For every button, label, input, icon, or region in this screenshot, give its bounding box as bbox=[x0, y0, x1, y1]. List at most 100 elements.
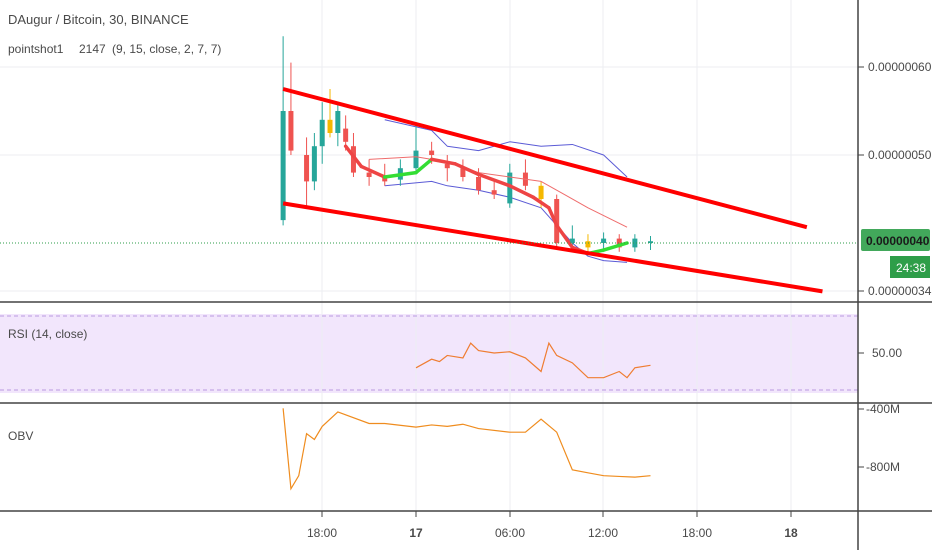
rsi-label[interactable]: RSI (14, close) bbox=[8, 327, 87, 341]
last-price-label: 0.00000040 bbox=[866, 234, 930, 248]
candle[interactable] bbox=[601, 232, 607, 251]
candle-body bbox=[632, 238, 638, 248]
signal-segment bbox=[476, 172, 512, 188]
last-price-badge bbox=[861, 229, 930, 251]
candle-body bbox=[538, 185, 544, 199]
candle-body bbox=[382, 177, 388, 182]
price-tick-label: 0.00000060 bbox=[868, 60, 932, 74]
candle[interactable] bbox=[648, 235, 653, 251]
candle[interactable] bbox=[311, 133, 317, 191]
rsi-fill bbox=[0, 314, 858, 393]
candle[interactable] bbox=[319, 102, 325, 164]
signal-segment bbox=[359, 164, 387, 179]
channel-lines[interactable] bbox=[282, 87, 823, 294]
candle[interactable] bbox=[585, 234, 591, 254]
lower-channel-line bbox=[282, 201, 823, 294]
obv-line bbox=[282, 408, 651, 491]
rsi-line bbox=[415, 341, 651, 379]
candle[interactable] bbox=[632, 234, 638, 252]
obv-label[interactable]: OBV bbox=[8, 429, 33, 443]
signal-segment bbox=[382, 170, 418, 179]
countdown-label: 24:38 bbox=[896, 261, 926, 275]
chart-title[interactable]: DAugur / Bitcoin, 30, BINANCE bbox=[8, 12, 189, 27]
candle-body bbox=[304, 155, 310, 182]
time-axis[interactable]: 18:00 17 06:00 12:00 18:00 18 bbox=[307, 511, 798, 540]
bollinger-bands bbox=[384, 119, 628, 263]
candle-body bbox=[648, 241, 653, 243]
candle[interactable] bbox=[444, 155, 450, 182]
candle[interactable] bbox=[616, 234, 622, 252]
candle-body bbox=[350, 146, 356, 173]
countdown-badge bbox=[890, 256, 930, 278]
obv-pane[interactable] bbox=[282, 408, 651, 491]
signal-segment bbox=[601, 241, 629, 252]
price-pane[interactable] bbox=[0, 36, 858, 294]
candle-body bbox=[491, 190, 497, 195]
candle-body bbox=[616, 238, 622, 248]
price-axis[interactable]: 0.00000060 0.00000050 0.00000034 0.00000… bbox=[858, 60, 932, 298]
candle-body bbox=[444, 163, 450, 169]
indicator-name[interactable]: pointshot1 bbox=[8, 42, 64, 56]
candle[interactable] bbox=[304, 137, 310, 208]
signal-segment bbox=[343, 144, 364, 169]
signal-segment bbox=[414, 157, 434, 175]
candle-body bbox=[429, 150, 435, 155]
candle[interactable] bbox=[413, 124, 419, 173]
candle[interactable] bbox=[491, 181, 497, 199]
candle-body bbox=[311, 146, 317, 182]
candle-body bbox=[343, 128, 349, 142]
time-tick-label: 17 bbox=[409, 526, 423, 540]
candle-body bbox=[327, 119, 333, 133]
candle-body bbox=[476, 177, 482, 191]
candle-body bbox=[585, 241, 591, 248]
obv-tick-label: -400M bbox=[866, 402, 900, 416]
price-tick-label: 0.00000050 bbox=[868, 148, 932, 162]
candle[interactable] bbox=[382, 163, 388, 186]
signal-segment bbox=[508, 184, 535, 199]
candle-body bbox=[288, 111, 294, 151]
rsi-axis[interactable]: 50.00 bbox=[858, 346, 902, 360]
signal-segment bbox=[554, 223, 575, 250]
rsi-tick-label: 50.00 bbox=[872, 346, 902, 360]
candle-body bbox=[319, 119, 325, 147]
obv-tick-label: -800M bbox=[866, 460, 900, 474]
signal-segment bbox=[429, 157, 457, 166]
time-tick-label: 12:00 bbox=[588, 526, 618, 540]
candle[interactable] bbox=[366, 159, 372, 186]
moving-average-line bbox=[369, 156, 628, 228]
upper-band-line bbox=[384, 119, 628, 178]
candle-body bbox=[366, 172, 372, 177]
candles[interactable] bbox=[280, 36, 653, 254]
signal-segment bbox=[453, 162, 481, 177]
candle[interactable] bbox=[335, 102, 341, 147]
candle[interactable] bbox=[327, 89, 333, 138]
candle[interactable] bbox=[280, 36, 286, 226]
candle-body bbox=[554, 199, 560, 243]
candle-body bbox=[335, 111, 341, 133]
upper-channel-line bbox=[282, 87, 808, 230]
indicator-params: (9, 15, close, 2, 7, 7) bbox=[112, 42, 221, 56]
candle[interactable] bbox=[460, 159, 466, 182]
candle-body bbox=[460, 168, 466, 177]
candle-body bbox=[569, 238, 575, 243]
candle-body bbox=[413, 150, 419, 169]
time-tick-label: 18:00 bbox=[682, 526, 712, 540]
rsi-pane[interactable] bbox=[0, 315, 858, 391]
price-tick-label: 0.00000034 bbox=[868, 284, 932, 298]
grid bbox=[0, 0, 858, 510]
indicator-value: 2147 bbox=[79, 42, 106, 56]
chart-background bbox=[0, 0, 858, 510]
candle-body bbox=[280, 111, 286, 221]
time-tick-label: 18 bbox=[784, 526, 798, 540]
signal-segment bbox=[547, 206, 559, 228]
candle-body bbox=[601, 238, 607, 243]
candle[interactable] bbox=[288, 62, 294, 155]
lower-band-line bbox=[384, 180, 628, 263]
obv-axis[interactable]: -400M -800M bbox=[858, 402, 900, 474]
time-tick-label: 06:00 bbox=[495, 526, 525, 540]
signal-segment bbox=[531, 195, 551, 210]
candle-body bbox=[507, 172, 513, 204]
time-tick-label: 18:00 bbox=[307, 526, 337, 540]
candle[interactable] bbox=[554, 194, 560, 248]
